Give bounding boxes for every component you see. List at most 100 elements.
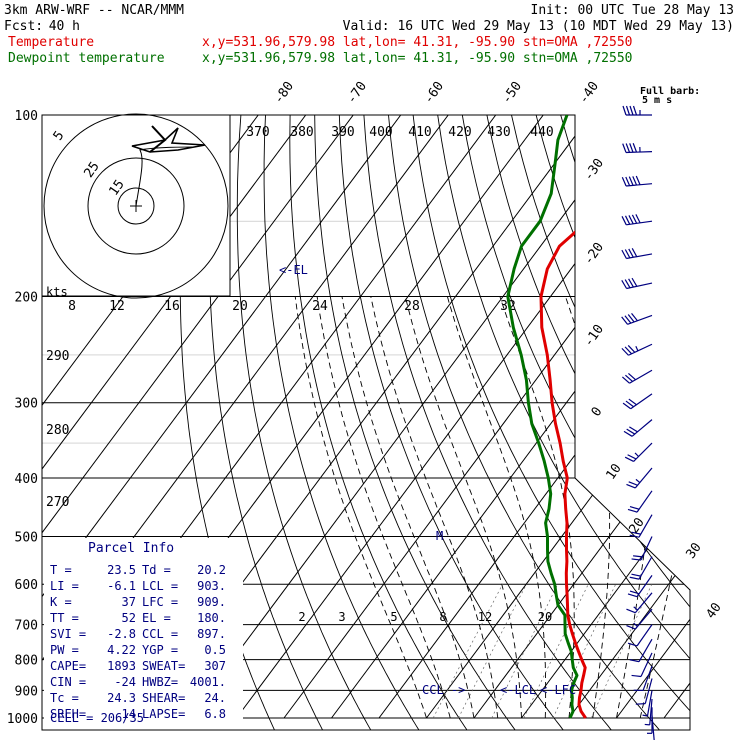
- isotherm-label: 10: [603, 461, 624, 482]
- parcel-label: EL =: [142, 611, 171, 625]
- ccl-marker: CCL ->: [422, 683, 465, 697]
- model-title: 3km ARW-WRF -- NCAR/MMM: [4, 3, 184, 18]
- parcel-value: 180.: [197, 611, 226, 625]
- mixing-label: 32: [500, 299, 516, 314]
- wind-barb-staff: [634, 467, 653, 489]
- isotherm: [188, 115, 639, 719]
- wind-barb-staff: [630, 393, 653, 410]
- wind-barb-flag: [628, 176, 634, 186]
- wind-barb: [626, 608, 653, 630]
- theta-left-label: 270: [46, 495, 69, 510]
- dry-adiabat: [708, 115, 740, 731]
- wind-barb-flag: [635, 214, 641, 224]
- parcel-info-panel: Parcel Info T = 23.5 Td = 20.2 LI = -6.1 LCL =…: [44, 538, 243, 728]
- level-markers: <-EL M CCL -> <-LCL <-LFC: [279, 263, 576, 697]
- parcel-value: 52: [122, 611, 136, 625]
- mixing-ratio-line: [432, 584, 503, 719]
- wind-barb-flag: [621, 216, 627, 226]
- theta-label: 430: [487, 125, 510, 140]
- wind-barb-flag: [629, 105, 634, 116]
- theta-label: 400: [369, 125, 392, 140]
- wind-barb-staff: [638, 514, 653, 538]
- dry-adiabat: [634, 115, 690, 730]
- parcel-value: 1893: [107, 659, 136, 673]
- wind-barb: [627, 624, 653, 647]
- wind-barb-flag: [625, 400, 634, 408]
- wind-barb-flag: [629, 505, 640, 510]
- dry-adiabat: [658, 115, 690, 730]
- legend-temperature-location: x,y=531.96,579.98 lat,lon= 41.31, -95.90…: [202, 35, 632, 50]
- isotherm-label: 0: [589, 404, 606, 419]
- wind-barb-staff: [644, 678, 653, 704]
- wind-barb-flag: [626, 608, 636, 614]
- wind-barb-flag: [631, 531, 641, 535]
- wind-barb: [629, 514, 653, 538]
- parcel-value: 909.: [197, 595, 226, 609]
- wind-barb-staff: [636, 624, 653, 647]
- hodograph-ring-15: [87, 157, 185, 255]
- parcel-cell: CELL = 206/35: [50, 711, 144, 725]
- dry-adiabat: [363, 115, 613, 730]
- theta-label: 410: [408, 125, 431, 140]
- wind-barb-flag: [632, 555, 643, 558]
- isotherm-label: -70: [344, 79, 370, 107]
- parcel-value: 0.5: [204, 643, 226, 657]
- isotherm: [473, 115, 690, 719]
- wind-barb-flag: [621, 347, 629, 356]
- dry-adiabat: [733, 115, 740, 731]
- theta-label: 370: [246, 125, 269, 140]
- wind-barb-half: [633, 622, 638, 627]
- wind-barb: [621, 277, 653, 290]
- mixing-label: 24: [312, 299, 328, 314]
- parcel-label: K =: [50, 595, 72, 609]
- wind-barb-staff: [636, 490, 653, 513]
- mixing-label: 20: [232, 299, 248, 314]
- isotherm: [378, 115, 690, 719]
- dry-adiabat: [314, 115, 517, 730]
- temperature-trace: [539, 115, 690, 719]
- wind-barb-flag: [624, 215, 631, 225]
- wind-barb-half: [635, 346, 639, 352]
- wind-barb: [621, 248, 653, 260]
- wind-barb: [624, 442, 653, 462]
- dry-adiabat: [683, 115, 690, 730]
- parcel-value: -24: [114, 675, 136, 689]
- wind-barb: [626, 467, 653, 489]
- wind-barb-flag: [627, 642, 638, 647]
- mixing-ratio-label: 8: [439, 610, 446, 624]
- isotherm-label: -50: [499, 79, 525, 107]
- wind-barb-flag: [628, 372, 636, 381]
- theta-label: 420: [448, 125, 471, 140]
- parcel-info-bg: [44, 538, 243, 728]
- mixing-ratio-label: 3: [338, 610, 345, 624]
- wind-barb: [633, 665, 653, 692]
- wind-barb: [621, 214, 653, 226]
- dry-adiabat: [461, 115, 690, 730]
- mixing-label: 12: [109, 299, 125, 314]
- wind-barb: [627, 575, 653, 598]
- isotherm-label: 30: [683, 540, 704, 561]
- parcel-label: T =: [50, 563, 72, 577]
- wind-barb-staff: [642, 665, 653, 691]
- parcel-value: -2.8: [107, 627, 136, 641]
- parcel-label: YGP =: [142, 643, 178, 657]
- wind-barb: [621, 369, 653, 384]
- m-marker: M: [436, 529, 443, 543]
- wind-barb-half: [633, 606, 638, 611]
- wind-barb-flag: [627, 314, 635, 323]
- dry-adiabat: [560, 115, 690, 730]
- isotherm: [663, 115, 690, 719]
- wind-barb-flag: [628, 278, 634, 288]
- wind-barb: [621, 312, 653, 325]
- wind-barb-flag: [621, 316, 629, 325]
- parcel-label: HWBZ=: [142, 675, 178, 689]
- wind-barb: [651, 715, 655, 740]
- wind-barb-flag: [625, 105, 631, 116]
- header: 3km ARW-WRF -- NCAR/MMM Init: 00 UTC Tue…: [4, 3, 734, 106]
- parcel-label: Td =: [142, 563, 171, 577]
- fullbarb-label: Full barb:: [640, 86, 700, 97]
- dry-adiabat: [584, 115, 690, 730]
- wind-barb-staff: [646, 690, 653, 717]
- isotherm: [616, 115, 690, 719]
- hodograph-trace: [135, 146, 196, 207]
